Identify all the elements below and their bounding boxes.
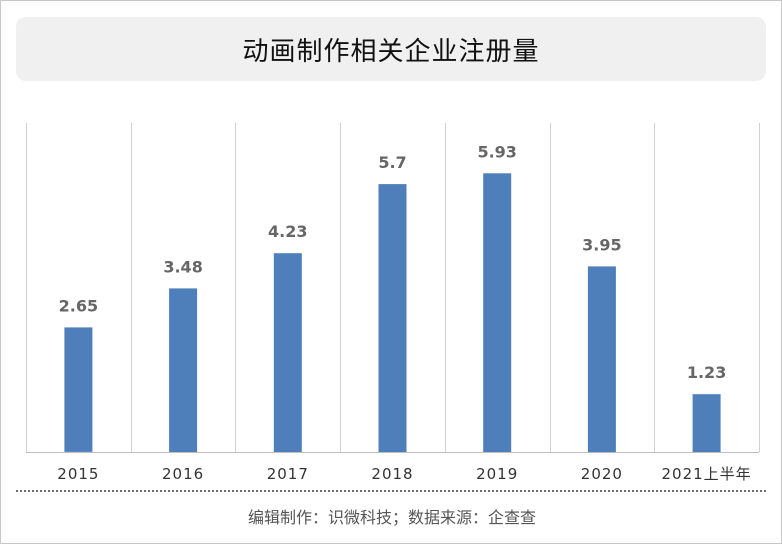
value-labels-layer: 2.65 3.48 4.23 5.7 5.93 3.95 1.23 (59, 142, 727, 382)
data-label: 3.48 (163, 257, 202, 276)
bar-2016 (169, 288, 198, 452)
bar-2021上半年 (692, 394, 721, 452)
data-label: 3.95 (582, 235, 621, 254)
footer-divider (16, 490, 766, 492)
bar-2018 (378, 184, 407, 452)
data-label: 1.23 (687, 363, 726, 382)
bar-2019 (483, 173, 512, 453)
data-label: 5.93 (477, 142, 516, 161)
chart-title: 动画制作相关企业注册量 (242, 36, 540, 67)
x-tick-label: 2015 (57, 465, 99, 483)
x-tick-labels-layer: 2015 2016 2017 2018 2019 2020 2021上半年 (57, 465, 752, 483)
bar-2020 (587, 266, 616, 453)
x-tick-label: 2016 (162, 465, 204, 483)
bar-2017 (273, 253, 302, 452)
bars-layer (64, 173, 721, 453)
bar-2015 (64, 327, 93, 452)
title-banner: 动画制作相关企业注册量 (16, 17, 766, 81)
x-tick-label: 2019 (476, 465, 518, 483)
x-tick-label: 2021上半年 (662, 465, 752, 483)
grid-layer (26, 123, 760, 453)
data-label: 2.65 (59, 296, 98, 315)
data-label: 4.23 (268, 222, 307, 241)
x-tick-label: 2017 (267, 465, 309, 483)
x-tick-label: 2018 (371, 465, 413, 483)
source-credit: 编辑制作：识微科技；数据来源：企查查 (247, 508, 536, 527)
data-label: 5.7 (378, 153, 406, 172)
x-tick-label: 2020 (581, 465, 623, 483)
